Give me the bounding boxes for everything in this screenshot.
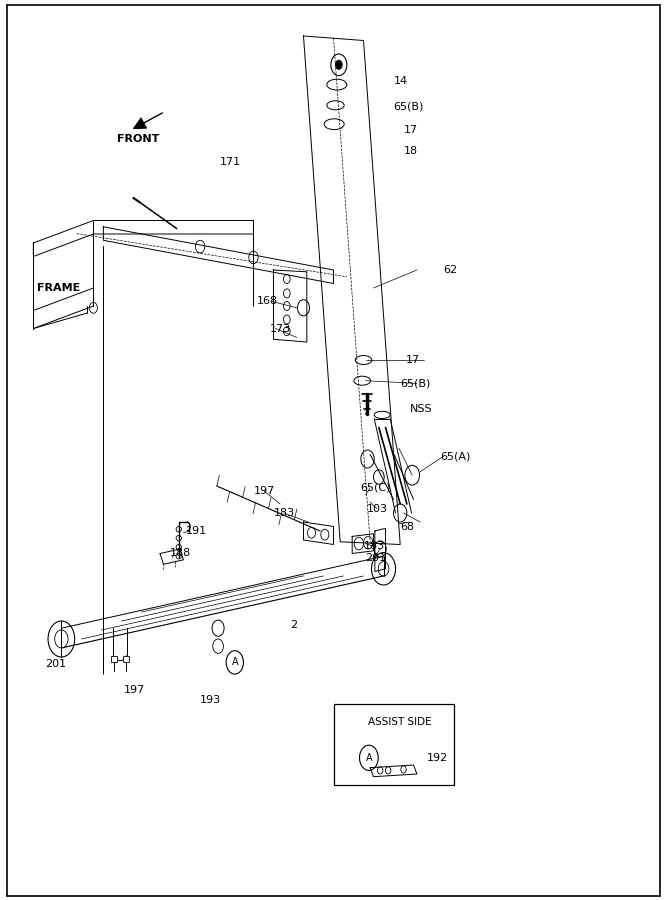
- Text: 197: 197: [253, 485, 275, 496]
- Text: 201: 201: [45, 659, 67, 670]
- Text: 183: 183: [364, 541, 385, 552]
- Text: 201: 201: [366, 553, 387, 563]
- Text: ASSIST SIDE: ASSIST SIDE: [368, 716, 432, 727]
- Text: 14: 14: [394, 76, 408, 86]
- Text: 171: 171: [220, 157, 241, 167]
- Text: 18: 18: [404, 146, 418, 157]
- Bar: [111, 656, 117, 662]
- Text: 68: 68: [400, 521, 414, 532]
- Text: 197: 197: [123, 685, 145, 696]
- Bar: [123, 656, 129, 662]
- Text: 65(A): 65(A): [440, 451, 471, 462]
- Text: 193: 193: [200, 695, 221, 706]
- Text: A: A: [366, 752, 372, 763]
- Text: 2: 2: [290, 620, 297, 631]
- Circle shape: [336, 60, 342, 69]
- Text: 17: 17: [404, 124, 418, 135]
- Text: 65(B): 65(B): [394, 101, 424, 112]
- Text: 17: 17: [406, 355, 420, 365]
- Text: 65(B): 65(B): [400, 378, 431, 389]
- Text: A: A: [231, 657, 238, 668]
- Text: 173: 173: [270, 323, 291, 334]
- Text: FRONT: FRONT: [117, 134, 159, 145]
- Text: FRAME: FRAME: [37, 283, 80, 293]
- Text: 188: 188: [170, 548, 191, 559]
- Text: 191: 191: [185, 526, 207, 536]
- Text: 65(C): 65(C): [360, 482, 391, 493]
- Text: 62: 62: [444, 265, 458, 275]
- Text: 103: 103: [367, 503, 388, 514]
- Text: 192: 192: [427, 752, 448, 763]
- Text: NSS: NSS: [410, 404, 433, 415]
- Text: 168: 168: [257, 296, 278, 307]
- Text: 183: 183: [273, 508, 295, 518]
